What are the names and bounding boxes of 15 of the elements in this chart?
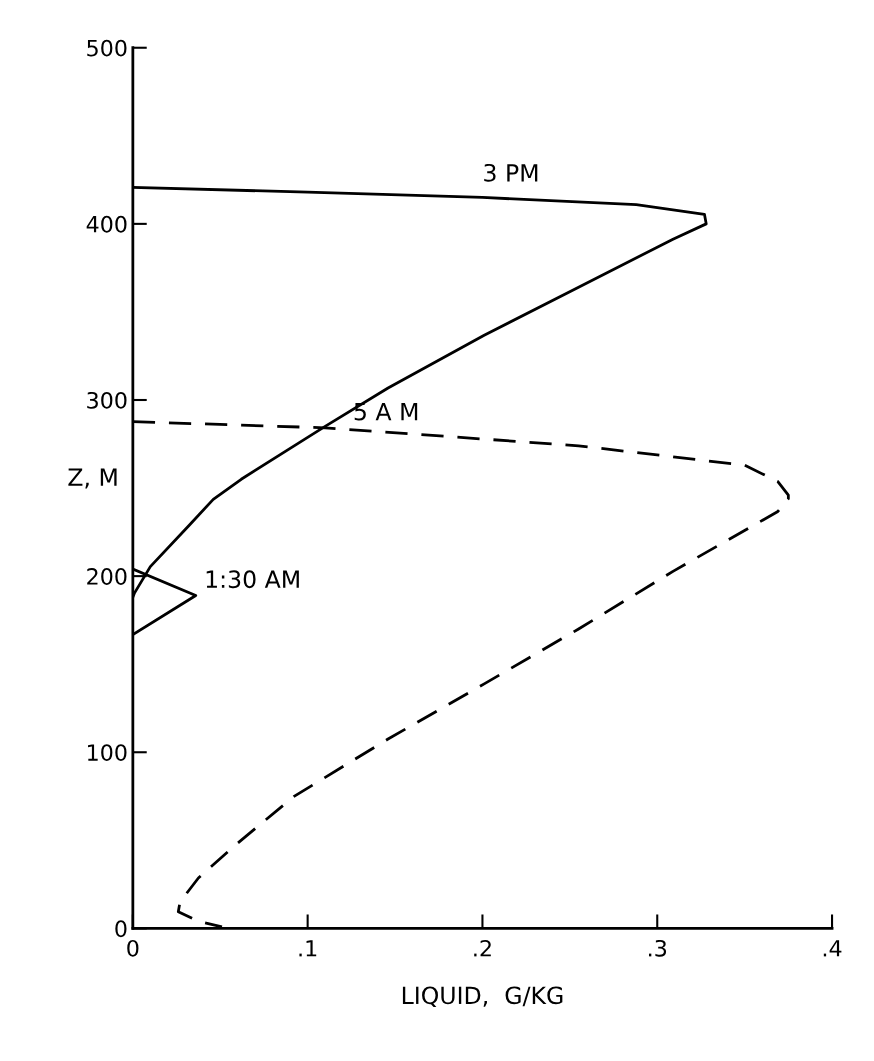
y-tick-label: 400 [86,215,127,233]
y-tick-label: 100 [88,744,127,762]
y-tick-label: 200 [87,568,127,585]
x-tick-label: 0 [127,939,139,957]
x-tick-label: .3 [649,939,667,957]
y-tick-label: 0 [115,920,127,938]
y-tick-label: 300 [87,391,127,409]
x-axis-title: LIQUID, G/KG [402,986,563,1007]
y-axis-title: Z, M [68,468,117,489]
x-tick-label: .1 [299,940,317,957]
y-tick-label: 500 [87,39,127,57]
x-tick-label: .2 [474,939,491,957]
series-label: 3 PM [484,163,538,182]
x-tick-label: .4 [823,940,842,957]
series-label: 1:30 AM [206,570,299,589]
